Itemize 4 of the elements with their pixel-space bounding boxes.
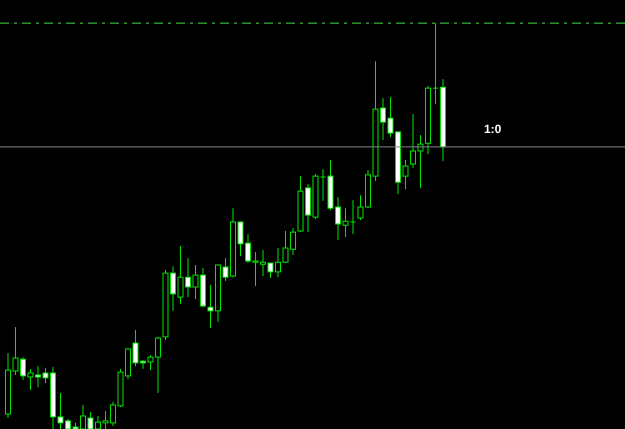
candlestick	[350, 200, 356, 235]
candlestick	[432, 22, 438, 105]
ref-line-label: 1:0	[484, 122, 502, 136]
candlestick	[320, 168, 326, 202]
